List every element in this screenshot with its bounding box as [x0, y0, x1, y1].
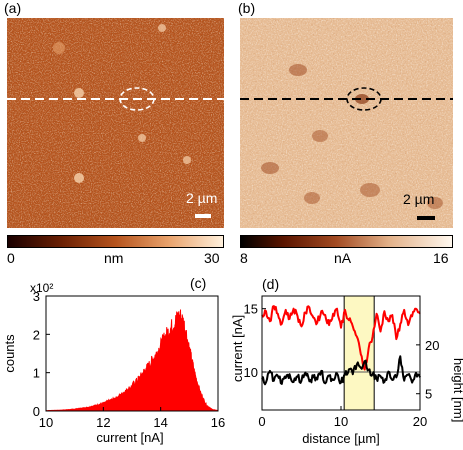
colorbar-b-unit: nA: [334, 250, 352, 266]
highlight-region: [343, 295, 375, 411]
topography-bright-spot: [74, 88, 84, 98]
x-tick-label: 20: [413, 414, 427, 429]
x-tick-label: 10: [334, 414, 348, 429]
histogram-area: [45, 309, 219, 412]
x-axis-label: distance [µm]: [302, 431, 380, 446]
x-axis-label: current [nA]: [96, 430, 163, 445]
colorbar-a-max: 30: [204, 250, 220, 266]
current-colorbar: [240, 235, 453, 248]
region-ellipse: [346, 87, 382, 111]
topography-image: [7, 18, 224, 228]
current-dark-spot: [312, 130, 328, 142]
panel-b-scalebar-label: 2 µm: [403, 191, 435, 207]
height-profile-line: [261, 355, 421, 386]
topography-bright-spot: [158, 24, 166, 32]
topography-bright-spot: [53, 42, 65, 54]
current-svg: [240, 18, 453, 228]
colorbar-a-unit: nm: [104, 250, 124, 266]
region-ellipse: [119, 87, 155, 111]
y-right-axis-label: height [nm]: [451, 358, 463, 422]
y-axis-label: counts: [2, 334, 17, 373]
current-profile-line: [261, 305, 421, 371]
current-dark-spot: [427, 197, 443, 209]
panel-a-scalebar-label: 2 µm: [186, 190, 218, 206]
y-tick-label: 2: [33, 327, 40, 342]
y-right-tick-label: 5: [425, 387, 432, 402]
profile-chart: 0 10 20 10 15 5 20 distance [µm] current [nA] hei…: [230, 276, 463, 446]
y-right-tick-label: 20: [425, 338, 439, 353]
x-tick-label: 12: [96, 415, 110, 430]
topography-colorbar: [7, 235, 224, 248]
topography-bright-spot: [183, 156, 191, 164]
y-multiplier: x10²: [30, 281, 53, 295]
current-dark-spot: [261, 162, 279, 174]
current-dark-spot: [304, 192, 320, 204]
topography-bright-spot: [138, 134, 146, 142]
plot-frame: [45, 295, 219, 412]
current-dark-spot: [289, 64, 307, 76]
scale-bar: [417, 216, 435, 220]
topography-svg: [7, 18, 224, 228]
current-dark-spot: [355, 94, 369, 104]
current-image: [240, 18, 453, 228]
panel-d-label: (d): [262, 276, 279, 292]
panel-a-label: (a): [4, 0, 22, 16]
x-tick-label: 10: [39, 415, 53, 430]
y-left-tick-label: 10: [244, 365, 258, 380]
topography-bright-spot: [74, 173, 84, 183]
colorbar-b-max: 16: [433, 250, 449, 266]
colorbar-b-min: 8: [240, 250, 248, 266]
y-tick-label: 1: [33, 366, 40, 381]
y-tick-label: 0: [33, 404, 40, 419]
x-tick-label: 16: [211, 415, 225, 430]
x-tick-label: 14: [153, 415, 167, 430]
scale-bar: [195, 214, 211, 218]
y-left-axis-label: current [nA]: [230, 315, 245, 382]
panel-b-label: (b): [238, 0, 256, 16]
colorbar-a-min: 0: [7, 250, 15, 266]
current-dark-spot: [360, 183, 380, 197]
x-tick-label: 0: [258, 414, 265, 429]
y-tick-label: 3: [33, 289, 40, 304]
y-left-tick-label: 15: [244, 302, 258, 317]
panel-c-label: (c): [190, 275, 206, 291]
